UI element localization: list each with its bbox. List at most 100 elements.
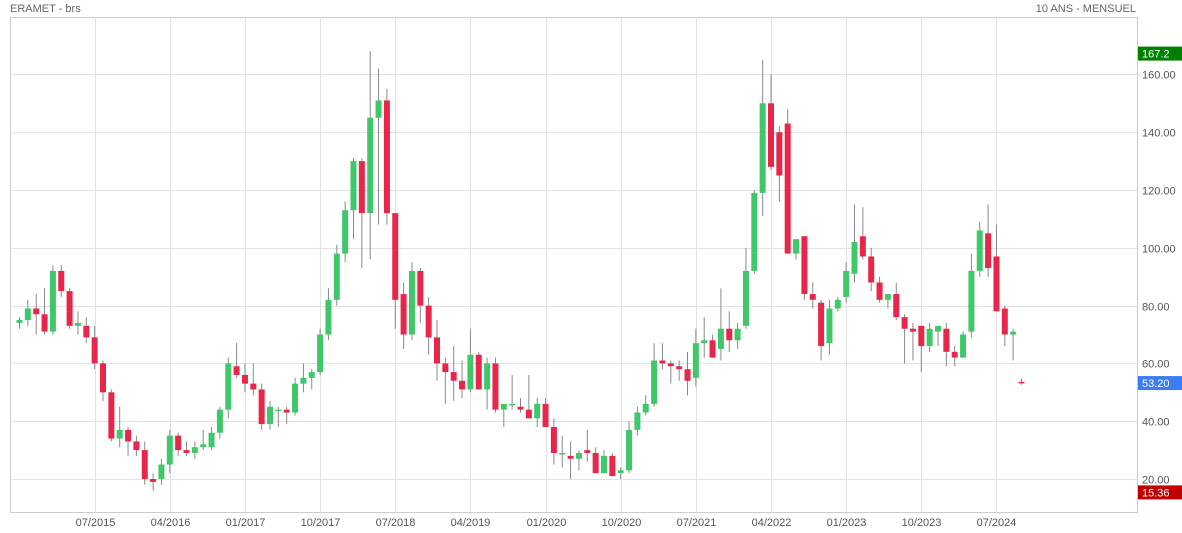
candle-body [717, 328, 724, 349]
x-tick-label: 07/2024 [977, 517, 1017, 529]
candle-body [275, 409, 282, 412]
candle-body [66, 291, 73, 326]
candle [968, 253, 975, 338]
candle [709, 334, 716, 358]
plot-frame [10, 17, 1138, 513]
candle [826, 299, 833, 355]
candle-body [993, 256, 1000, 312]
candle [1010, 328, 1017, 361]
candle [1018, 378, 1025, 385]
candle [375, 68, 382, 225]
candle [868, 247, 875, 292]
candle-body [692, 343, 699, 378]
candle [717, 288, 724, 361]
candle-body [759, 103, 766, 193]
candle-body [484, 363, 491, 390]
candle-body [542, 403, 549, 427]
candle [642, 395, 649, 416]
candle [492, 357, 499, 413]
candle-body [342, 210, 349, 254]
candle-body [776, 132, 783, 176]
candle-body [701, 340, 708, 344]
candle-body [818, 302, 825, 347]
candle-body [851, 242, 858, 274]
candle-body [525, 409, 532, 419]
candle [809, 282, 816, 309]
candle-body [859, 236, 866, 257]
candle [901, 314, 908, 364]
candle [166, 429, 173, 474]
candle-body [676, 366, 683, 370]
y-tick-label: 140.00 [1142, 128, 1176, 140]
candle [400, 282, 407, 349]
candle [200, 429, 207, 451]
candle [108, 389, 115, 442]
high-price-tag-label: 167.2 [1142, 49, 1170, 61]
candle [66, 288, 73, 329]
candle-body [626, 429, 633, 471]
x-tick-label: 10/2017 [301, 517, 341, 529]
candle [283, 406, 290, 425]
candle [317, 328, 324, 375]
candle [225, 357, 232, 419]
candle-body [1018, 381, 1025, 384]
x-tick-label: 07/2021 [677, 517, 717, 529]
candle-body [383, 100, 390, 214]
candle-body [333, 253, 340, 300]
candle [692, 328, 699, 387]
candle [41, 288, 48, 335]
candle [292, 377, 299, 416]
candle [250, 363, 257, 396]
candle-body [534, 403, 541, 419]
candle-body [709, 340, 716, 358]
candle-body [241, 374, 248, 384]
candle-body [935, 325, 941, 332]
candle [634, 406, 641, 436]
candle [450, 346, 457, 401]
candle-body [216, 409, 223, 433]
candle [392, 213, 399, 329]
candle [367, 51, 374, 260]
candle-body [317, 334, 324, 373]
candle-body [24, 308, 31, 321]
high-price-tag: 167.2 [1138, 46, 1182, 61]
candle-body [233, 366, 240, 375]
y-tick-label: 40.00 [1142, 417, 1170, 429]
candle [350, 158, 357, 240]
candle-body [183, 450, 190, 453]
candle [651, 343, 658, 407]
candle-body [634, 412, 641, 430]
candle [935, 325, 941, 347]
candle [676, 360, 683, 381]
candle-body [417, 270, 424, 306]
candle-body [918, 325, 925, 347]
candle [175, 432, 182, 456]
candle [133, 435, 140, 456]
candle-body [492, 363, 499, 410]
candle [659, 343, 666, 370]
candle [233, 343, 240, 378]
last-price-tag: 53.20 [1138, 376, 1182, 391]
candle-body [475, 354, 482, 390]
candle [525, 374, 532, 419]
candle-body [49, 270, 56, 332]
candle [993, 224, 1000, 312]
candle-body [33, 308, 40, 315]
candle-body [191, 447, 198, 453]
candle-body [734, 328, 741, 341]
high-price-tag-box [1138, 46, 1182, 61]
candle [325, 288, 332, 341]
candle-body [559, 452, 566, 455]
candle-body [392, 213, 399, 300]
candle-body [434, 337, 440, 364]
candle [684, 351, 691, 396]
x-tick-label: 04/2019 [451, 517, 491, 529]
candle [208, 426, 215, 451]
candle [191, 441, 198, 459]
candle [241, 363, 248, 393]
candle-body [74, 322, 81, 326]
y-tick-label: 80.00 [1142, 302, 1170, 314]
candle [383, 88, 390, 225]
candle-body [834, 299, 841, 309]
